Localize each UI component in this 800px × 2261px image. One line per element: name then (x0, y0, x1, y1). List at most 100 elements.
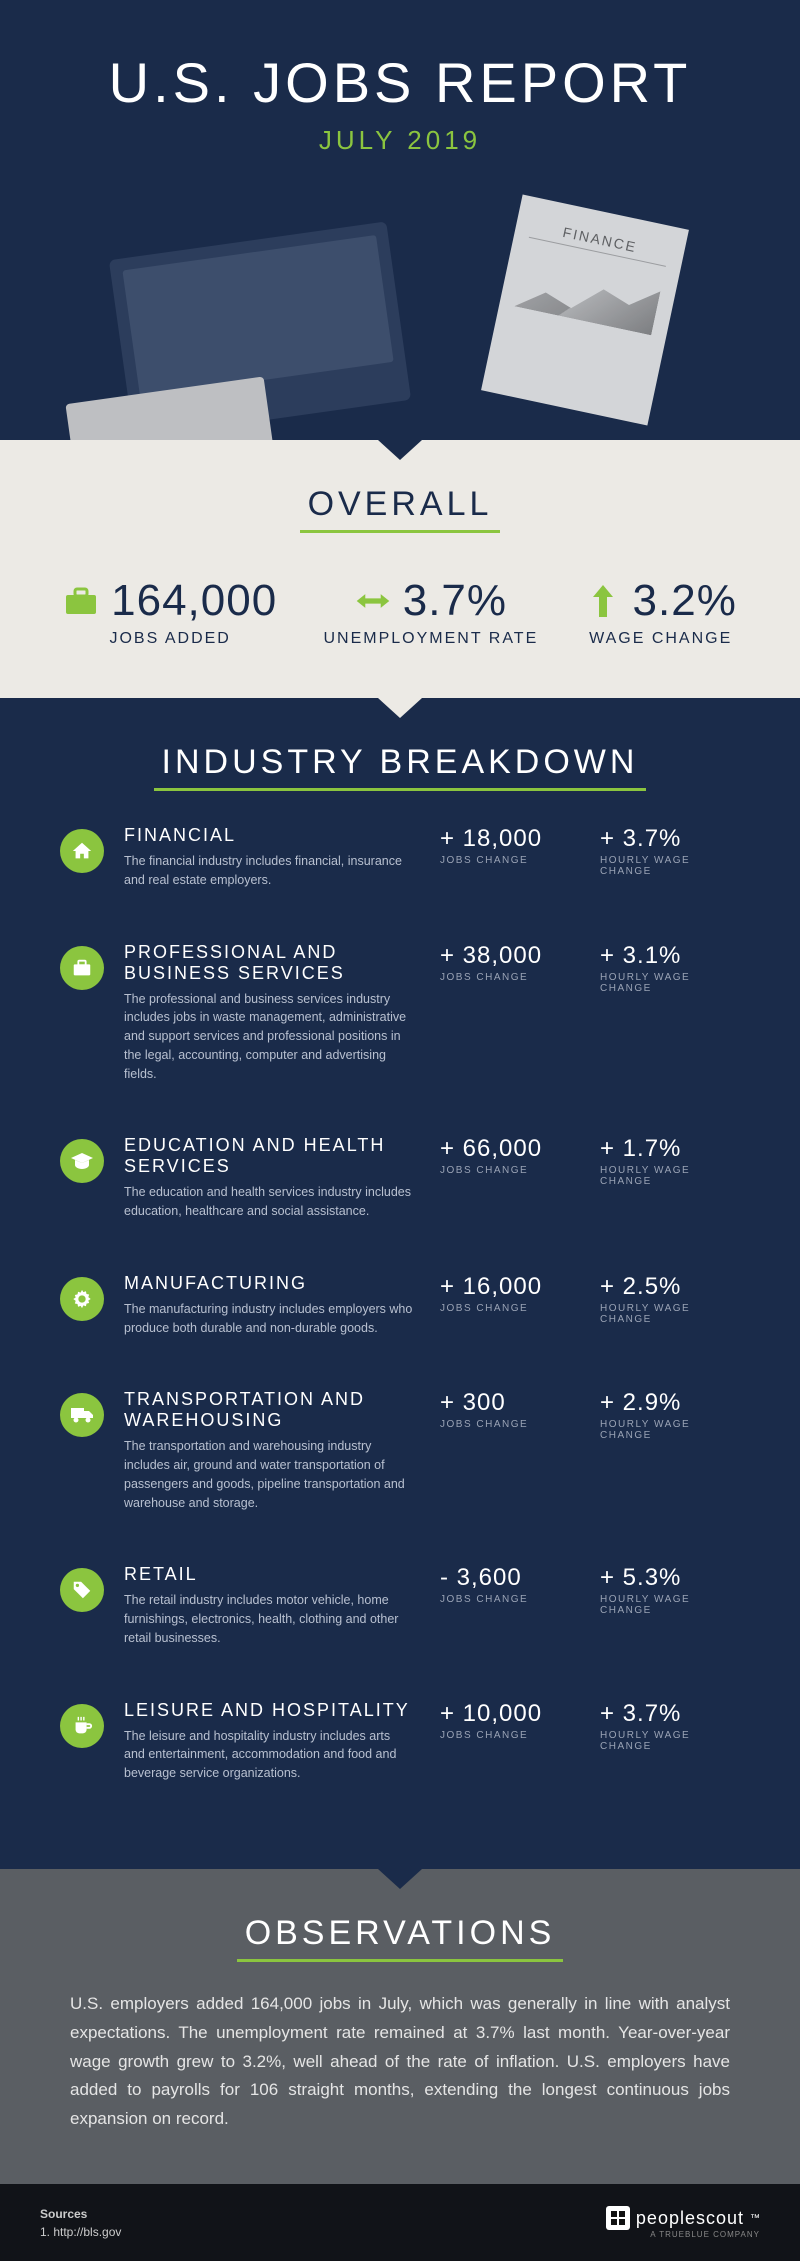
logo-sub: A TRUEBLUE COMPANY (606, 2230, 760, 2239)
industry-name: MANUFACTURING (124, 1273, 420, 1294)
trademark-icon: ™ (750, 2213, 760, 2224)
industry-row: TRANSPORTATION AND WAREHOUSING The trans… (60, 1363, 740, 1538)
industry-jobs-stat: - 3,600 JOBS CHANGE (440, 1564, 580, 1605)
paper-icon: FINANCE (481, 195, 689, 426)
wage-change-label: HOURLY WAGE CHANGE (600, 1730, 740, 1752)
observations-text: U.S. employers added 164,000 jobs in Jul… (70, 1990, 730, 2134)
industry-wage-stat: + 3.1% HOURLY WAGE CHANGE (600, 942, 740, 994)
jobs-change-label: JOBS CHANGE (440, 1419, 580, 1430)
jobs-change-label: JOBS CHANGE (440, 972, 580, 983)
wage-change-label: HOURLY WAGE CHANGE (600, 855, 740, 877)
jobs-change-label: JOBS CHANGE (440, 1303, 580, 1314)
industry-name: PROFESSIONAL AND BUSINESS SERVICES (124, 942, 420, 984)
industry-row: FINANCIAL The financial industry include… (60, 799, 740, 916)
industry-text: RETAIL The retail industry includes moto… (124, 1564, 420, 1647)
industry-jobs-stat: + 18,000 JOBS CHANGE (440, 825, 580, 866)
industry-row: PROFESSIONAL AND BUSINESS SERVICES The p… (60, 916, 740, 1110)
industry-text: FINANCIAL The financial industry include… (124, 825, 420, 890)
logo: peoplescout ™ A TRUEBLUE COMPANY (606, 2206, 760, 2239)
wage-change-value: + 3.7% (600, 1700, 740, 1728)
industry-row: EDUCATION AND HEALTH SERVICES The educat… (60, 1109, 740, 1247)
observations-section: OBSERVATIONS U.S. employers added 164,00… (0, 1869, 800, 2184)
sources: Sources 1. http://bls.gov (40, 2207, 121, 2239)
gear-icon (60, 1277, 104, 1321)
overall-label: UNEMPLOYMENT RATE (323, 630, 538, 648)
industry-name: TRANSPORTATION AND WAREHOUSING (124, 1389, 420, 1431)
jobs-change-value: - 3,600 (440, 1564, 580, 1592)
industry-desc: The financial industry includes financia… (124, 852, 414, 890)
wage-change-value: + 3.1% (600, 942, 740, 970)
breakdown-title: INDUSTRY BREAKDOWN (60, 718, 740, 799)
industry-text: TRANSPORTATION AND WAREHOUSING The trans… (124, 1389, 420, 1512)
jobs-change-label: JOBS CHANGE (440, 855, 580, 866)
industry-text: LEISURE AND HOSPITALITY The leisure and … (124, 1700, 420, 1783)
wage-change-label: HOURLY WAGE CHANGE (600, 1419, 740, 1441)
briefcase-icon (60, 946, 104, 990)
jobs-change-label: JOBS CHANGE (440, 1730, 580, 1741)
breakdown-section: INDUSTRY BREAKDOWN FINANCIAL The financi… (0, 698, 800, 1869)
industry-wage-stat: + 3.7% HOURLY WAGE CHANGE (600, 1700, 740, 1752)
truck-icon (60, 1393, 104, 1437)
briefcase-icon (63, 583, 99, 619)
industry-name: RETAIL (124, 1564, 420, 1585)
wage-change-value: + 2.9% (600, 1389, 740, 1417)
industry-jobs-stat: + 66,000 JOBS CHANGE (440, 1135, 580, 1176)
overall-item-unemployment: 3.7% UNEMPLOYMENT RATE (323, 576, 538, 648)
cup-icon (60, 1704, 104, 1748)
industry-desc: The education and health services indust… (124, 1183, 414, 1221)
wage-change-label: HOURLY WAGE CHANGE (600, 1165, 740, 1187)
hero-title: U.S. JOBS REPORT (0, 50, 800, 115)
overall-value: 3.7% (403, 576, 507, 626)
overall-label: JOBS ADDED (63, 630, 277, 648)
industry-wage-stat: + 2.5% HOURLY WAGE CHANGE (600, 1273, 740, 1325)
footer: Sources 1. http://bls.gov peoplescout ™ … (0, 2184, 800, 2261)
industry-wage-stat: + 3.7% HOURLY WAGE CHANGE (600, 825, 740, 877)
industry-wage-stat: + 2.9% HOURLY WAGE CHANGE (600, 1389, 740, 1441)
industry-jobs-stat: + 38,000 JOBS CHANGE (440, 942, 580, 983)
house-icon (60, 829, 104, 873)
industry-list: FINANCIAL The financial industry include… (60, 799, 740, 1809)
industry-jobs-stat: + 300 JOBS CHANGE (440, 1389, 580, 1430)
arrows-horizontal-icon (355, 583, 391, 619)
industry-desc: The retail industry includes motor vehic… (124, 1591, 414, 1647)
wage-change-label: HOURLY WAGE CHANGE (600, 972, 740, 994)
jobs-change-value: + 66,000 (440, 1135, 580, 1163)
paper-label: FINANCE (529, 217, 670, 267)
wage-change-value: + 5.3% (600, 1564, 740, 1592)
industry-desc: The leisure and hospitality industry inc… (124, 1727, 414, 1783)
sources-title: Sources (40, 2207, 121, 2221)
paper-chart-icon (514, 257, 661, 335)
logo-text: peoplescout (636, 2208, 744, 2229)
industry-name: EDUCATION AND HEALTH SERVICES (124, 1135, 420, 1177)
industry-wage-stat: + 5.3% HOURLY WAGE CHANGE (600, 1564, 740, 1616)
wage-change-value: + 2.5% (600, 1273, 740, 1301)
industry-text: PROFESSIONAL AND BUSINESS SERVICES The p… (124, 942, 420, 1084)
overall-value: 3.2% (633, 576, 737, 626)
industry-desc: The transportation and warehousing indus… (124, 1437, 414, 1512)
wage-change-value: + 1.7% (600, 1135, 740, 1163)
industry-row: MANUFACTURING The manufacturing industry… (60, 1247, 740, 1364)
overall-stats-row: 164,000 JOBS ADDED 3.7% UNEMPLOYMENT RAT… (40, 576, 760, 648)
industry-jobs-stat: + 16,000 JOBS CHANGE (440, 1273, 580, 1314)
industry-name: FINANCIAL (124, 825, 420, 846)
notch-icon (378, 1869, 422, 1889)
industry-desc: The professional and business services i… (124, 990, 414, 1084)
wage-change-value: + 3.7% (600, 825, 740, 853)
logo-mark-icon (606, 2206, 630, 2230)
jobs-change-value: + 18,000 (440, 825, 580, 853)
industry-row: RETAIL The retail industry includes moto… (60, 1538, 740, 1673)
hero-subtitle: JULY 2019 (0, 125, 800, 156)
industry-wage-stat: + 1.7% HOURLY WAGE CHANGE (600, 1135, 740, 1187)
wage-change-label: HOURLY WAGE CHANGE (600, 1303, 740, 1325)
observations-title: OBSERVATIONS (70, 1889, 730, 1970)
overall-item-jobs: 164,000 JOBS ADDED (63, 576, 277, 648)
jobs-change-value: + 38,000 (440, 942, 580, 970)
hero-illustration: FINANCE (0, 200, 800, 440)
jobs-change-value: + 10,000 (440, 1700, 580, 1728)
jobs-change-label: JOBS CHANGE (440, 1165, 580, 1176)
overall-label: WAGE CHANGE (585, 630, 737, 648)
wage-change-label: HOURLY WAGE CHANGE (600, 1594, 740, 1616)
overall-section: OVERALL 164,000 JOBS ADDED 3.7% UNEMPLOY… (0, 440, 800, 698)
grad-cap-icon (60, 1139, 104, 1183)
overall-item-wage: 3.2% WAGE CHANGE (585, 576, 737, 648)
